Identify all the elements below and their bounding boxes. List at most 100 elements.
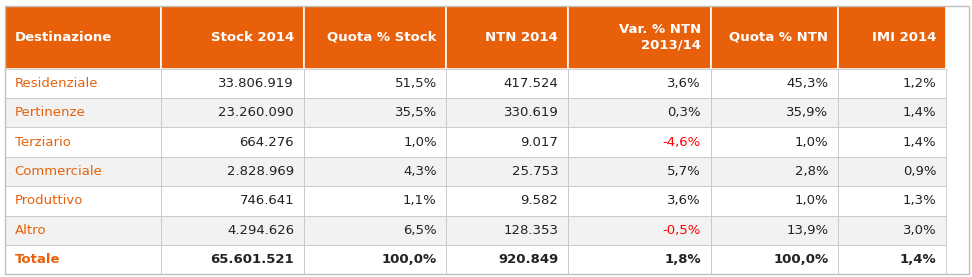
- Text: 1,8%: 1,8%: [664, 253, 701, 266]
- Text: 2,8%: 2,8%: [794, 165, 828, 178]
- Bar: [446, 245, 568, 274]
- Bar: [838, 216, 946, 245]
- Text: 45,3%: 45,3%: [786, 77, 828, 90]
- Bar: [568, 6, 711, 69]
- Text: 1,2%: 1,2%: [902, 77, 936, 90]
- Bar: [5, 186, 161, 216]
- Bar: [5, 157, 161, 186]
- Text: 1,0%: 1,0%: [403, 136, 436, 148]
- Bar: [304, 245, 446, 274]
- Text: NTN 2014: NTN 2014: [485, 31, 558, 43]
- Bar: [568, 127, 711, 157]
- Text: 3,0%: 3,0%: [903, 224, 936, 237]
- Text: 0,9%: 0,9%: [903, 165, 936, 178]
- Text: 100,0%: 100,0%: [773, 253, 828, 266]
- Text: Commerciale: Commerciale: [15, 165, 102, 178]
- Bar: [711, 6, 838, 69]
- Bar: [711, 157, 838, 186]
- Text: 3,6%: 3,6%: [668, 77, 701, 90]
- Text: Var. % NTN
2013/14: Var. % NTN 2013/14: [619, 23, 701, 51]
- Text: Stock 2014: Stock 2014: [211, 31, 295, 43]
- Bar: [5, 245, 161, 274]
- Bar: [446, 186, 568, 216]
- Text: 25.753: 25.753: [511, 165, 558, 178]
- Bar: [304, 69, 446, 98]
- Text: 664.276: 664.276: [239, 136, 295, 148]
- Bar: [568, 98, 711, 127]
- Text: 5,7%: 5,7%: [667, 165, 701, 178]
- Text: 35,5%: 35,5%: [395, 106, 436, 119]
- Bar: [304, 216, 446, 245]
- Bar: [838, 69, 946, 98]
- Text: 4,3%: 4,3%: [403, 165, 436, 178]
- Bar: [711, 69, 838, 98]
- Text: 35,9%: 35,9%: [786, 106, 828, 119]
- Text: 100,0%: 100,0%: [382, 253, 436, 266]
- Text: 128.353: 128.353: [503, 224, 558, 237]
- Bar: [711, 98, 838, 127]
- Text: 65.601.521: 65.601.521: [210, 253, 295, 266]
- Text: 920.849: 920.849: [498, 253, 558, 266]
- Bar: [161, 127, 304, 157]
- Bar: [304, 98, 446, 127]
- Text: 1,4%: 1,4%: [903, 106, 936, 119]
- Bar: [161, 69, 304, 98]
- Bar: [5, 98, 161, 127]
- Text: Quota % Stock: Quota % Stock: [328, 31, 436, 43]
- Text: 746.641: 746.641: [239, 194, 295, 207]
- Text: Totale: Totale: [15, 253, 60, 266]
- Text: 0,3%: 0,3%: [668, 106, 701, 119]
- Text: Altro: Altro: [15, 224, 46, 237]
- Bar: [5, 127, 161, 157]
- Bar: [711, 216, 838, 245]
- Bar: [838, 6, 946, 69]
- Text: 2.828.969: 2.828.969: [226, 165, 295, 178]
- Bar: [5, 216, 161, 245]
- Bar: [838, 245, 946, 274]
- Text: 1,4%: 1,4%: [903, 136, 936, 148]
- Bar: [838, 157, 946, 186]
- Bar: [568, 216, 711, 245]
- Bar: [446, 157, 568, 186]
- Bar: [161, 157, 304, 186]
- Text: 330.619: 330.619: [503, 106, 558, 119]
- Text: 1,0%: 1,0%: [794, 136, 828, 148]
- Bar: [446, 98, 568, 127]
- Text: 1,0%: 1,0%: [794, 194, 828, 207]
- Text: IMI 2014: IMI 2014: [872, 31, 936, 43]
- Text: -0,5%: -0,5%: [663, 224, 701, 237]
- Text: 13,9%: 13,9%: [786, 224, 828, 237]
- Text: 1,1%: 1,1%: [403, 194, 436, 207]
- Bar: [5, 6, 161, 69]
- Text: 51,5%: 51,5%: [395, 77, 436, 90]
- Text: 23.260.090: 23.260.090: [219, 106, 295, 119]
- Bar: [446, 127, 568, 157]
- Text: 1,4%: 1,4%: [900, 253, 936, 266]
- Bar: [568, 186, 711, 216]
- Bar: [711, 127, 838, 157]
- Bar: [446, 6, 568, 69]
- Bar: [161, 98, 304, 127]
- Text: 417.524: 417.524: [503, 77, 558, 90]
- Bar: [161, 6, 304, 69]
- Text: -4,6%: -4,6%: [663, 136, 701, 148]
- Bar: [838, 127, 946, 157]
- Text: 4.294.626: 4.294.626: [226, 224, 295, 237]
- Text: Quota % NTN: Quota % NTN: [729, 31, 828, 43]
- Bar: [304, 186, 446, 216]
- Text: 33.806.919: 33.806.919: [219, 77, 295, 90]
- Bar: [161, 186, 304, 216]
- Text: 9.582: 9.582: [520, 194, 558, 207]
- Bar: [161, 245, 304, 274]
- Text: 1,3%: 1,3%: [902, 194, 936, 207]
- Text: Produttivo: Produttivo: [15, 194, 83, 207]
- Text: 3,6%: 3,6%: [668, 194, 701, 207]
- Bar: [446, 216, 568, 245]
- Bar: [838, 98, 946, 127]
- Text: 6,5%: 6,5%: [403, 224, 436, 237]
- Bar: [838, 186, 946, 216]
- Bar: [304, 157, 446, 186]
- Bar: [711, 186, 838, 216]
- Text: Residenziale: Residenziale: [15, 77, 98, 90]
- Bar: [711, 245, 838, 274]
